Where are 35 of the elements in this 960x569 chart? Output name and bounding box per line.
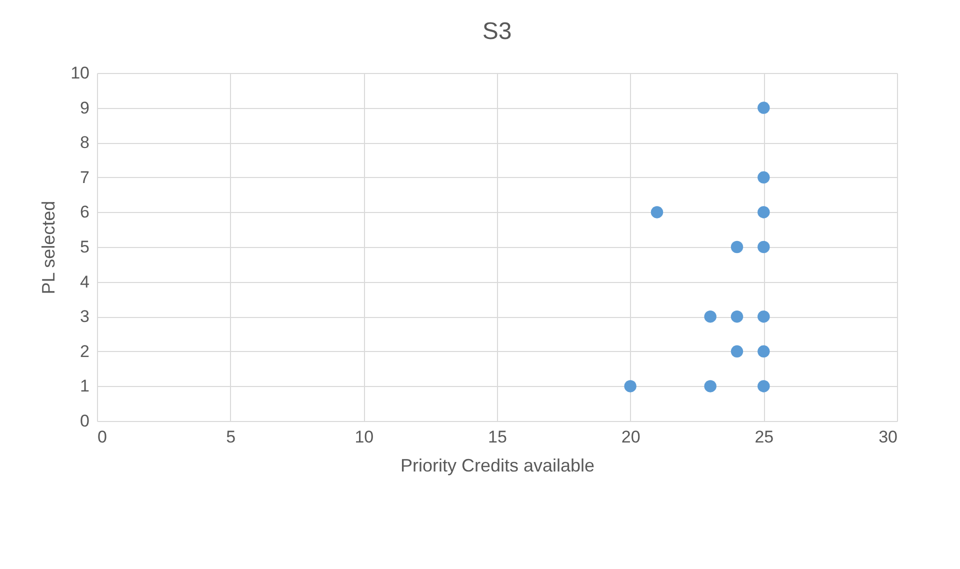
y-tick-label: 10 (70, 64, 90, 82)
y-axis-title: PL selected (38, 200, 59, 294)
point (758, 380, 770, 392)
x-tick-label: 5 (226, 428, 236, 446)
y-tick-label: 8 (80, 133, 90, 152)
point (730, 240, 744, 254)
y-tick-label: 6 (80, 202, 90, 222)
y-tick-label: 7 (80, 168, 90, 187)
point (704, 380, 716, 392)
x-tick-label: 25 (754, 428, 774, 446)
point (758, 171, 770, 184)
y-tick-label: 4 (80, 272, 90, 292)
y-tick-label: 1 (80, 376, 90, 396)
x-tick-label: 15 (488, 428, 507, 446)
point (730, 345, 744, 358)
point (758, 206, 770, 218)
x-tick-label: 10 (354, 428, 374, 446)
y-tick-label: 2 (80, 342, 90, 361)
y-tick-label: 9 (80, 98, 90, 118)
point (624, 380, 636, 392)
y-tick-label: 0 (80, 412, 90, 430)
x-tick-label: 30 (878, 428, 898, 446)
y-tick-label: 5 (80, 238, 90, 256)
point (758, 240, 770, 254)
point (758, 102, 770, 114)
point (704, 310, 716, 323)
x-tick-label: 20 (621, 428, 640, 446)
point (730, 310, 744, 323)
x-tick-label: 0 (98, 428, 107, 446)
y-tick-label: 3 (80, 307, 90, 326)
point (758, 345, 770, 358)
point (758, 310, 770, 323)
x-axis-title: Priority Credits available (400, 456, 595, 476)
point (650, 206, 664, 218)
chart-title: S3 (482, 18, 512, 45)
